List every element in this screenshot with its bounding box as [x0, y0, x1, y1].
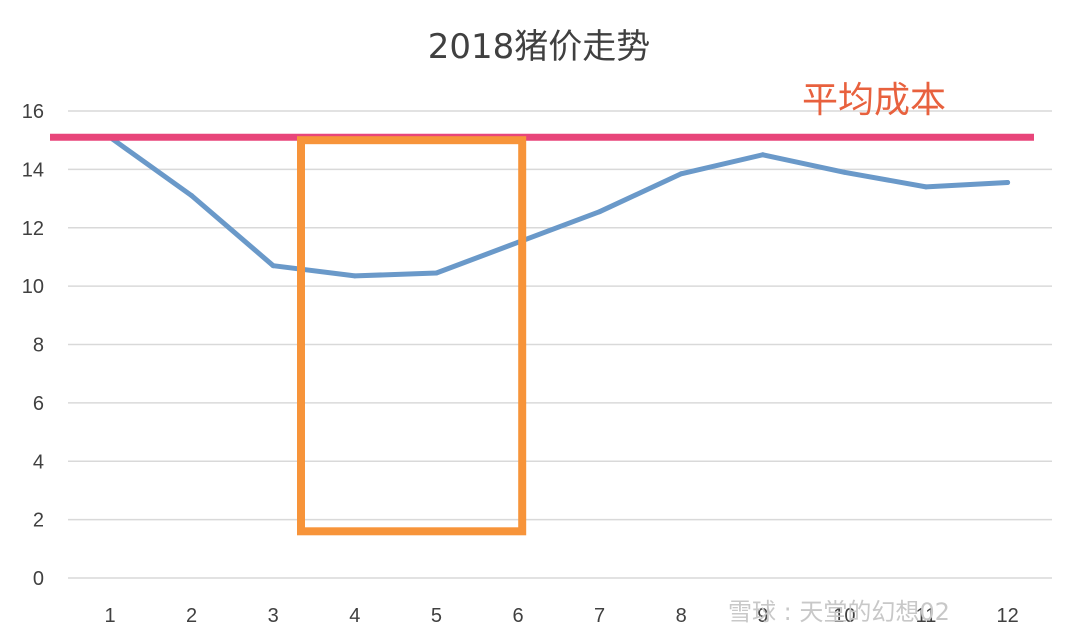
x-tick-label: 10 — [833, 605, 855, 627]
data-point — [189, 193, 195, 199]
x-tick-label: 9 — [757, 605, 768, 627]
x-tick-label: 8 — [676, 605, 687, 627]
series-group — [107, 134, 1011, 279]
data-point — [841, 169, 847, 175]
y-axis-ticks: 0 2 4 6 8 10 12 14 16 — [22, 101, 44, 590]
chart-title: 2018猪价走势 — [428, 27, 651, 67]
x-tick-label: 11 — [916, 605, 937, 627]
y-tick-label: 4 — [33, 451, 44, 473]
y-tick-label: 16 — [22, 101, 44, 123]
data-point — [923, 184, 929, 190]
y-tick-label: 2 — [33, 510, 44, 532]
reference-line-label: 平均成本 — [802, 80, 946, 121]
x-tick-label: 3 — [268, 605, 279, 627]
y-tick-label: 10 — [22, 276, 44, 298]
x-tick-label: 5 — [431, 605, 442, 627]
y-tick-label: 14 — [22, 159, 44, 181]
data-point — [678, 171, 684, 177]
x-tick-label: 7 — [594, 605, 605, 627]
x-tick-label: 1 — [104, 605, 115, 627]
watermark: 雪球 : 天堂的幻想02 — [728, 598, 950, 626]
y-tick-label: 0 — [33, 568, 44, 590]
x-tick-label: 12 — [996, 605, 1018, 627]
y-tick-label: 6 — [33, 393, 44, 415]
highlight-box — [297, 136, 527, 536]
x-tick-label: 2 — [186, 605, 197, 627]
series-line — [107, 134, 1011, 279]
data-point — [270, 263, 276, 269]
x-tick-label: 4 — [349, 605, 360, 627]
data-point — [352, 273, 358, 279]
data-point — [760, 152, 766, 158]
x-axis-ticks: 1 2 3 4 5 6 7 8 9 10 11 12 — [104, 605, 1018, 627]
data-point — [597, 209, 603, 215]
data-point — [433, 270, 439, 276]
data-point — [1005, 180, 1011, 186]
x-tick-label: 6 — [512, 605, 523, 627]
y-tick-label: 8 — [33, 335, 44, 357]
y-tick-label: 12 — [22, 218, 44, 240]
